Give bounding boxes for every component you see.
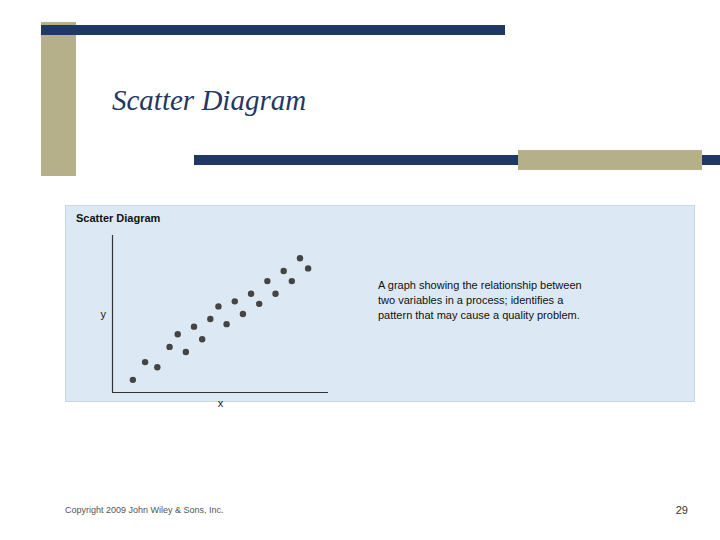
html-text:Scatter Diagram: Scatter Diagram [76,212,161,224]
html-text:A graph showing the relationsh: A graph showing the relationship between… [378,278,582,321]
html-text:Scatter Diagram: Scatter Diagram [112,83,307,116]
html-text:29: 29 [675,504,688,516]
html-text:Copyright 2009 John Wiley & So: Copyright 2009 John Wiley & Sons, Inc. [65,505,224,515]
svg-text:y: y [101,308,107,320]
svg-text:x: x [218,397,224,409]
